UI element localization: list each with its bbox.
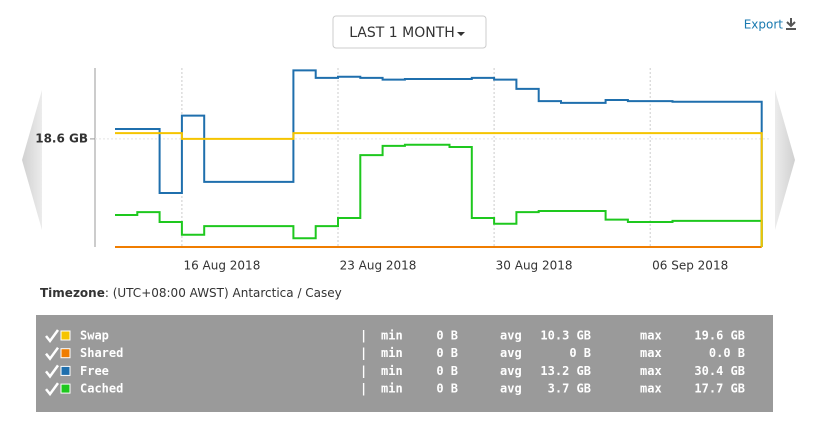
stat-value: 0.0 B xyxy=(709,346,745,360)
next-arrow[interactable] xyxy=(775,90,795,230)
separator: | xyxy=(360,364,367,378)
legend-name: Swap xyxy=(80,329,109,343)
prev-arrow[interactable] xyxy=(22,90,42,230)
legend-name: Shared xyxy=(80,346,123,360)
stat-label: min xyxy=(381,364,403,378)
check-icon xyxy=(45,346,60,361)
stat-value: 0 B xyxy=(436,346,458,360)
stat-value: 0 B xyxy=(436,329,458,343)
separator: | xyxy=(360,382,367,396)
legend-name: Cached xyxy=(80,382,123,396)
separator: | xyxy=(360,329,367,343)
stat-value: 0 B xyxy=(569,346,591,360)
series-line xyxy=(115,143,763,247)
timezone: Timezone: (UTC+08:00 AWST) Antarctica / … xyxy=(40,286,342,300)
stat-value: 30.4 GB xyxy=(694,364,745,378)
stat-value: 0 B xyxy=(436,382,458,396)
export-icon xyxy=(786,18,796,30)
stat-label: max xyxy=(640,346,662,360)
export-link[interactable]: Export xyxy=(744,18,796,32)
stats-box xyxy=(36,315,773,412)
stat-value: 0 B xyxy=(436,364,458,378)
stat-label: avg xyxy=(500,329,522,343)
button-label: LAST 1 MONTH xyxy=(349,25,455,41)
series-line xyxy=(115,69,763,247)
stat-value: 13.2 GB xyxy=(540,364,591,378)
legend-swatch xyxy=(60,383,71,394)
x-tick-label: 06 Sep 2018 xyxy=(652,259,728,273)
timezone-value: : (UTC+08:00 AWST) Antarctica / Casey xyxy=(105,286,342,300)
stat-label: max xyxy=(640,382,662,396)
chart: 16 Aug 2018 23 Aug 2018 30 Aug 2018 06 Sep … xyxy=(35,68,770,273)
stat-label: avg xyxy=(500,382,522,396)
series-line xyxy=(115,132,763,247)
x-tick-label: 23 Aug 2018 xyxy=(340,259,417,273)
legend-swatch xyxy=(60,365,71,376)
stat-label: min xyxy=(381,329,403,343)
legend-swatch xyxy=(60,348,71,359)
range-button[interactable]: LAST 1 MONTH xyxy=(332,15,487,49)
stat-label: min xyxy=(381,346,403,360)
stat-label: avg xyxy=(500,364,522,378)
stat-value: 3.7 GB xyxy=(548,382,591,396)
check-icon xyxy=(45,329,60,344)
check-icon xyxy=(45,382,60,397)
x-tick-label: 16 Aug 2018 xyxy=(183,259,260,273)
x-tick-label: 30 Aug 2018 xyxy=(496,259,573,273)
button-frame xyxy=(332,15,487,49)
stat-label: avg xyxy=(500,346,522,360)
legend-swatch xyxy=(60,330,71,341)
caret xyxy=(457,32,465,36)
export-label: Export xyxy=(744,18,784,32)
timezone-label: Timezone xyxy=(40,286,105,300)
stat-label: max xyxy=(640,329,662,343)
y-tick-label: 18.6 GB xyxy=(35,131,88,145)
separator: | xyxy=(360,346,367,360)
stat-label: max xyxy=(640,364,662,378)
stat-label: min xyxy=(381,382,403,396)
stats-table: Swap | min 0 B avg 10.3 GB max 19.6 GB Shared | mi… xyxy=(45,329,745,397)
stat-value: 19.6 GB xyxy=(694,329,745,343)
legend-name: Free xyxy=(80,364,109,378)
stat-value: 17.7 GB xyxy=(694,382,745,396)
check-icon xyxy=(45,364,60,379)
stat-value: 10.3 GB xyxy=(540,329,591,343)
